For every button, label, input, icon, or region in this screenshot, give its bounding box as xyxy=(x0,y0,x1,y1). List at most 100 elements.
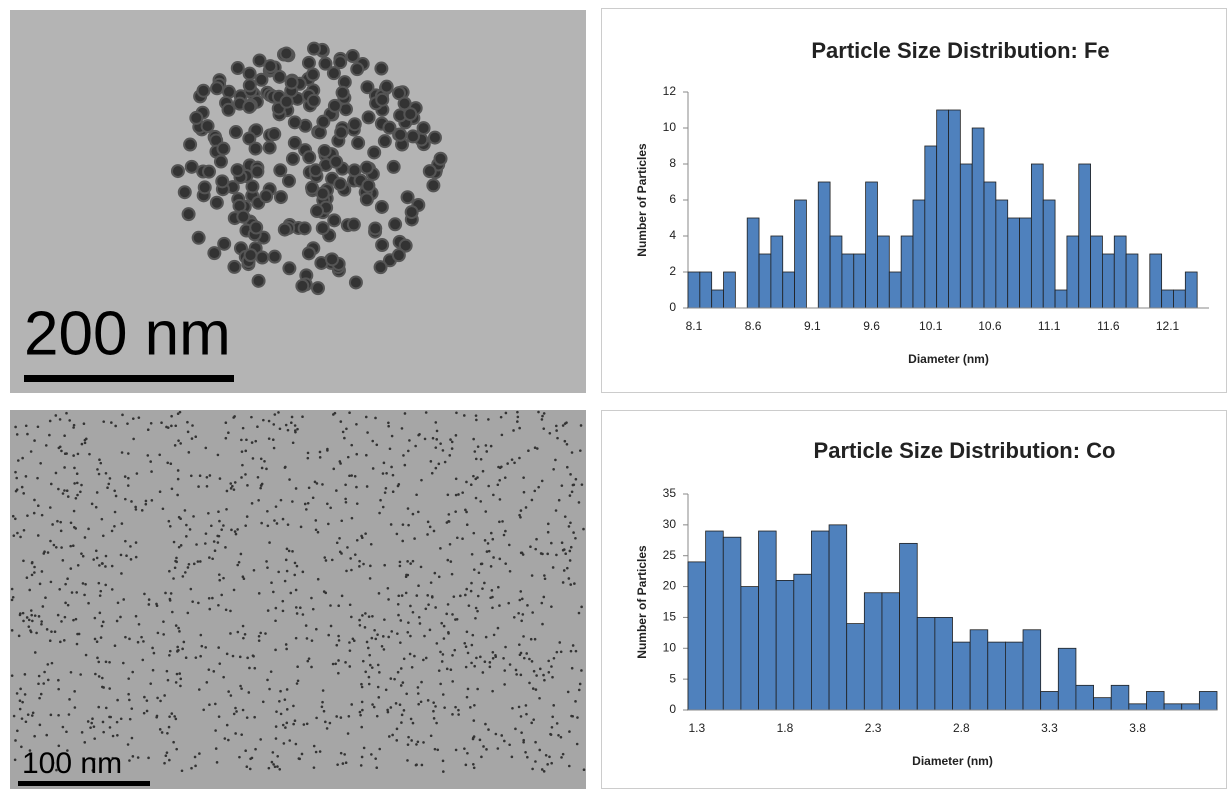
particle xyxy=(58,587,61,591)
particle xyxy=(46,678,50,682)
particle xyxy=(158,490,162,494)
particle xyxy=(552,656,556,660)
particle xyxy=(348,603,352,607)
bar xyxy=(936,109,949,309)
particle xyxy=(422,741,425,744)
particle xyxy=(416,121,431,136)
particle xyxy=(440,621,443,625)
particle xyxy=(242,636,245,640)
particle xyxy=(225,723,229,727)
particle xyxy=(205,484,209,488)
bar xyxy=(1128,703,1147,711)
particle xyxy=(210,81,225,96)
bar xyxy=(775,580,795,711)
bar xyxy=(770,235,784,309)
particle xyxy=(371,703,374,706)
particle xyxy=(75,481,79,485)
particle xyxy=(563,422,567,425)
particle xyxy=(184,656,188,660)
particle xyxy=(288,739,292,742)
particle xyxy=(443,460,447,464)
particle xyxy=(403,463,407,467)
particle xyxy=(325,252,340,267)
particle xyxy=(164,591,167,595)
particle xyxy=(441,759,445,763)
particle xyxy=(270,581,273,585)
particle xyxy=(524,750,527,754)
particle xyxy=(472,531,476,535)
particle xyxy=(57,744,61,748)
particle xyxy=(179,677,183,681)
particle xyxy=(532,718,535,721)
particle xyxy=(389,677,393,680)
particle xyxy=(65,411,68,415)
bar xyxy=(952,641,971,711)
particle xyxy=(377,696,381,699)
particle xyxy=(582,768,586,772)
particle xyxy=(217,510,220,514)
particle xyxy=(230,61,245,76)
particle xyxy=(57,487,60,491)
particle xyxy=(305,67,320,82)
particle xyxy=(130,736,134,740)
particle xyxy=(178,672,182,675)
particle xyxy=(519,673,523,677)
particle xyxy=(324,559,328,562)
particle xyxy=(454,618,457,621)
particle xyxy=(191,424,194,427)
particle xyxy=(243,632,247,636)
particle xyxy=(332,467,336,471)
particle xyxy=(120,522,124,525)
particle xyxy=(560,541,564,545)
particle xyxy=(128,637,131,641)
particle xyxy=(111,734,115,738)
particle xyxy=(466,687,470,691)
particle xyxy=(365,485,369,488)
particle xyxy=(77,632,81,636)
particle xyxy=(368,653,371,657)
particle xyxy=(102,730,105,734)
particle xyxy=(551,675,554,679)
particle xyxy=(510,755,514,759)
particle xyxy=(305,722,309,726)
particle xyxy=(45,733,49,737)
y-tick-label: 8 xyxy=(669,156,676,170)
particle xyxy=(442,624,446,628)
particle xyxy=(489,444,493,448)
particle xyxy=(349,557,352,560)
particle xyxy=(344,661,347,664)
particle xyxy=(399,667,403,670)
particle xyxy=(387,635,391,639)
particle xyxy=(401,523,405,526)
particle xyxy=(314,519,318,522)
x-tick-label: 2.8 xyxy=(953,721,970,735)
particle xyxy=(345,48,360,63)
particle xyxy=(480,755,483,759)
particle xyxy=(338,536,341,540)
particle xyxy=(101,620,105,624)
particle xyxy=(350,615,353,619)
particle xyxy=(483,581,486,585)
particle xyxy=(410,739,413,742)
particle xyxy=(506,462,509,465)
particle xyxy=(569,521,572,525)
particle xyxy=(316,530,320,534)
particle xyxy=(106,486,109,490)
particle xyxy=(331,662,335,666)
particle xyxy=(181,575,185,578)
particle xyxy=(117,759,120,763)
particle xyxy=(510,458,514,461)
particle xyxy=(491,606,494,610)
particle xyxy=(116,733,119,737)
particle xyxy=(569,649,573,653)
particle xyxy=(498,557,502,561)
particle xyxy=(376,633,379,637)
particle xyxy=(445,612,448,616)
particle xyxy=(389,706,393,709)
particle xyxy=(295,612,299,615)
particle xyxy=(419,565,423,569)
particle xyxy=(293,561,297,565)
particle xyxy=(317,143,332,158)
particle xyxy=(503,683,506,686)
bar xyxy=(1007,217,1020,309)
